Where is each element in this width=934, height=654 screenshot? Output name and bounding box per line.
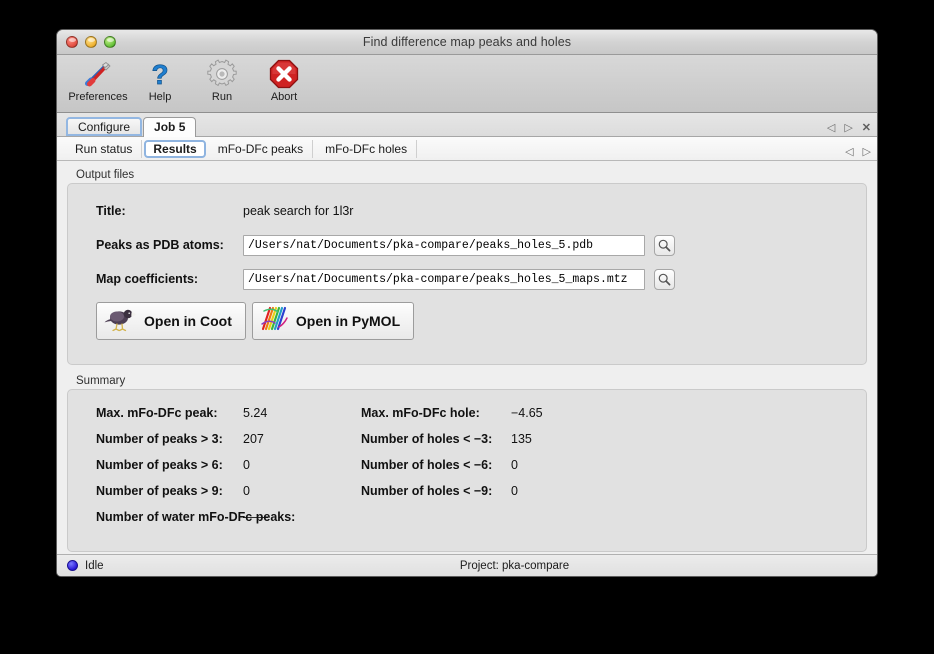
job-tab-next-icon[interactable]: ▷ (844, 122, 853, 134)
coot-bird-icon (103, 306, 137, 337)
pdb-path-input[interactable]: /Users/nat/Documents/pka-compare/peaks_h… (243, 234, 645, 256)
summary-group: Summary Max. mFo-DFc peak: 5.24 Max. mFo… (67, 375, 867, 552)
summary-value-holes-9: 0 (511, 484, 518, 498)
magnifier-icon (658, 239, 671, 251)
toolbar-label-preferences: Preferences (68, 91, 128, 103)
pdb-browse-button[interactable] (654, 234, 675, 256)
stop-x-icon (269, 58, 299, 90)
results-tab-bar: Run status Results mFo-DFc peaks mFo-DFc… (57, 137, 877, 161)
summary-value-holes-6: 0 (511, 458, 518, 472)
job-tab-close-icon[interactable]: ✕ (861, 122, 871, 134)
window-titlebar: Find difference map peaks and holes (57, 30, 877, 55)
summary-label-peaks-3: Number of peaks > 3: (96, 432, 223, 446)
job-tab-bar: Configure Job 5 ◁ ▷ ✕ (57, 113, 877, 137)
question-mark-icon: ? (147, 58, 173, 90)
viewer-button-row: Open in Coot (68, 302, 866, 340)
summary-value-max-peak: 5.24 (243, 406, 268, 420)
tab-run-status[interactable]: Run status (66, 139, 143, 158)
summary-label-peaks-6: Number of peaks > 6: (96, 458, 223, 472)
pymol-ribbon-icon (259, 305, 289, 338)
minimize-button[interactable] (85, 36, 97, 48)
summary-value-peaks-6: 0 (243, 458, 250, 472)
summary-label-max-peak: Max. mFo-DFc peak: (96, 406, 218, 420)
open-in-coot-label: Open in Coot (144, 313, 232, 329)
summary-value-peaks-3: 207 (243, 432, 264, 446)
title-label: Title: (96, 204, 126, 218)
toolbar-label-abort: Abort (270, 91, 298, 103)
summary-grid: Max. mFo-DFc peak: 5.24 Max. mFo-DFc hol… (68, 400, 866, 530)
output-files-legend: Output files (76, 169, 135, 181)
open-in-pymol-label: Open in PyMOL (295, 313, 401, 329)
summary-value-peaks-9: 0 (243, 484, 250, 498)
svg-text:?: ? (151, 59, 168, 89)
summary-label-holes-3: Number of holes < −3: (361, 432, 493, 446)
tab-job-5[interactable]: Job 5 (143, 117, 197, 137)
summary-value-water-peaks: —— (243, 510, 268, 524)
project-label: Project: pka-compare (459, 559, 570, 572)
summary-label-holes-9: Number of holes < −9: (361, 484, 493, 498)
toolbar-button-help[interactable]: ? Help (129, 58, 191, 103)
toolbar-button-run[interactable]: Run (191, 58, 253, 103)
job-tab-nav: ◁ ▷ ✕ (827, 123, 871, 134)
pdb-path-row: Peaks as PDB atoms: /Users/nat/Documents… (68, 228, 866, 262)
sub-tab-nav: ◁ ▷ (845, 147, 871, 158)
status-bar: Idle Project: pka-compare (57, 554, 877, 576)
zoom-button[interactable] (104, 36, 116, 48)
main-toolbar: Preferences ? Help (57, 55, 877, 113)
gear-icon (207, 58, 237, 90)
mtz-path-row: Map coefficients: /Users/nat/Documents/p… (68, 262, 866, 296)
title-value: peak search for 1l3r (243, 204, 354, 218)
open-in-pymol-button[interactable]: Open in PyMOL (251, 302, 415, 340)
summary-label-empty (361, 504, 511, 530)
toolbar-label-run: Run (211, 91, 233, 103)
summary-value-max-hole: −4.65 (511, 406, 543, 420)
magnifier-icon (658, 273, 671, 285)
mtz-path-label: Map coefficients: (96, 272, 199, 286)
pdb-path-label: Peaks as PDB atoms: (96, 238, 224, 252)
summary-label-holes-6: Number of holes < −6: (361, 458, 493, 472)
results-panel: Output files Title: peak search for 1l3r… (57, 161, 877, 554)
toolbar-button-preferences[interactable]: Preferences (67, 58, 129, 103)
tab-configure[interactable]: Configure (66, 117, 143, 136)
summary-body: Max. mFo-DFc peak: 5.24 Max. mFo-DFc hol… (67, 389, 867, 552)
output-files-group: Output files Title: peak search for 1l3r… (67, 169, 867, 365)
mtz-browse-button[interactable] (654, 268, 675, 290)
summary-label-max-hole: Max. mFo-DFc hole: (361, 406, 480, 420)
tab-results[interactable]: Results (144, 139, 206, 158)
tab-mfo-dfc-holes[interactable]: mFo-DFc holes (315, 139, 418, 158)
summary-legend: Summary (76, 375, 126, 387)
tools-icon (83, 58, 113, 90)
sub-tab-prev-icon[interactable]: ◁ (845, 146, 854, 158)
toolbar-label-help: Help (148, 91, 172, 103)
sub-tab-next-icon[interactable]: ▷ (862, 146, 871, 158)
summary-label-water-peaks: Number of water mFo-DFc peaks: (96, 510, 296, 524)
summary-value-holes-3: 135 (511, 432, 532, 446)
mtz-path-input[interactable]: /Users/nat/Documents/pka-compare/peaks_h… (243, 268, 645, 290)
project-label-wrapper: Project: pka-compare (57, 560, 877, 572)
window-controls (66, 36, 116, 48)
tab-mfo-dfc-peaks[interactable]: mFo-DFc peaks (208, 139, 314, 158)
summary-value-empty (511, 504, 631, 530)
summary-label-peaks-9: Number of peaks > 9: (96, 484, 223, 498)
output-files-body: Title: peak search for 1l3r Peaks as PDB… (67, 183, 867, 365)
status-indicator-icon (67, 560, 78, 571)
application-window: Find difference map peaks and holes (56, 29, 878, 577)
window-title: Find difference map peaks and holes (362, 35, 572, 49)
close-button[interactable] (66, 36, 78, 48)
title-row: Title: peak search for 1l3r (68, 194, 866, 228)
open-in-coot-button[interactable]: Open in Coot (96, 302, 246, 340)
toolbar-button-abort[interactable]: Abort (253, 58, 315, 103)
job-tab-prev-icon[interactable]: ◁ (826, 122, 836, 134)
status-text: Idle (85, 559, 104, 572)
